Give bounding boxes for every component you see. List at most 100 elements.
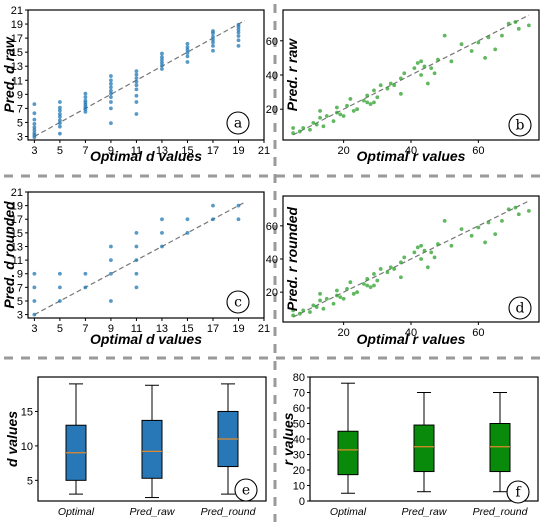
data-point bbox=[483, 240, 488, 245]
data-point bbox=[32, 271, 37, 276]
data-point bbox=[493, 47, 498, 52]
data-point bbox=[160, 67, 164, 71]
data-point bbox=[398, 91, 403, 96]
data-point bbox=[422, 64, 427, 69]
data-point bbox=[318, 115, 322, 120]
y-tick-label: 15 bbox=[21, 406, 33, 418]
x-tick-label: 9 bbox=[108, 145, 114, 157]
data-point bbox=[160, 51, 164, 56]
data-point bbox=[436, 242, 440, 246]
x-tick-label: 20 bbox=[338, 145, 350, 157]
data-point bbox=[526, 209, 531, 213]
data-point bbox=[513, 205, 518, 210]
data-point bbox=[378, 267, 383, 271]
data-point bbox=[402, 255, 407, 260]
y-tick-label: 9 bbox=[17, 269, 23, 281]
data-point bbox=[185, 60, 190, 64]
data-point bbox=[331, 301, 336, 306]
data-point bbox=[372, 100, 376, 105]
data-point bbox=[415, 61, 420, 65]
y-tick-label: 20 bbox=[266, 104, 278, 116]
data-point bbox=[334, 288, 339, 293]
category-label: Pred_raw bbox=[402, 506, 448, 518]
data-point bbox=[57, 121, 62, 126]
x-tick-label: 60 bbox=[472, 327, 484, 339]
panel-f: Optimal Pred_raw Pred_round 0 10 20 30 40 50 60 70… bbox=[280, 372, 539, 518]
data-point bbox=[334, 105, 339, 110]
data-point bbox=[134, 244, 139, 249]
data-point bbox=[291, 313, 296, 318]
data-point bbox=[236, 34, 241, 38]
x-tick-label: 3 bbox=[31, 323, 37, 335]
data-point bbox=[134, 271, 139, 276]
data-point bbox=[32, 121, 37, 126]
data-point bbox=[211, 43, 215, 48]
data-point bbox=[338, 295, 343, 300]
iqr-box bbox=[489, 423, 511, 473]
data-point bbox=[57, 299, 62, 303]
data-point bbox=[134, 93, 139, 98]
x-tick-label: 7 bbox=[82, 323, 88, 335]
data-point bbox=[109, 271, 113, 276]
panels: 3 5 7 9 11 13 15 17 19 213579111315171921Optimal … bbox=[1, 5, 540, 518]
data-point bbox=[372, 272, 376, 276]
data-point bbox=[355, 107, 360, 112]
data-point bbox=[109, 95, 113, 100]
panel-badge bbox=[226, 290, 250, 314]
y-tick-label: 60 bbox=[266, 221, 278, 233]
y-axis-label: r values bbox=[280, 412, 296, 465]
data-point bbox=[365, 93, 370, 98]
x-tick-label: 60 bbox=[472, 145, 484, 157]
category-label: Pred_raw bbox=[130, 506, 176, 518]
data-point bbox=[355, 290, 360, 295]
data-point bbox=[392, 267, 397, 271]
data-point bbox=[134, 87, 139, 92]
data-point bbox=[348, 97, 353, 101]
data-point bbox=[109, 121, 113, 126]
data-point bbox=[109, 85, 113, 90]
identity-line bbox=[292, 14, 530, 136]
x-tick-label: 13 bbox=[156, 323, 168, 335]
box-pred-raw bbox=[413, 392, 435, 493]
data-point bbox=[134, 230, 139, 235]
data-point bbox=[500, 218, 504, 223]
data-point bbox=[134, 100, 139, 104]
panel-badge-label: f bbox=[515, 485, 522, 501]
data-point bbox=[506, 207, 511, 212]
data-point bbox=[160, 217, 164, 222]
panel-badge-label: b bbox=[516, 118, 525, 134]
y-tick-label: 17 bbox=[11, 33, 23, 45]
data-point bbox=[500, 33, 504, 38]
data-point bbox=[398, 260, 403, 265]
data-point bbox=[372, 88, 376, 93]
y-tick-label: 11 bbox=[12, 75, 23, 87]
y-tick-label: 21 bbox=[11, 5, 23, 17]
x-tick-label: 21 bbox=[258, 323, 270, 335]
data-point bbox=[185, 41, 190, 46]
data-point bbox=[211, 29, 215, 33]
y-tick-label: 7 bbox=[17, 282, 23, 294]
iqr-box bbox=[413, 424, 435, 473]
data-point bbox=[419, 73, 424, 77]
data-point bbox=[402, 71, 407, 76]
data-point bbox=[236, 217, 241, 222]
data-point bbox=[318, 291, 322, 296]
box-optimal bbox=[337, 382, 359, 494]
x-tick-label: 17 bbox=[207, 145, 219, 157]
data-point bbox=[109, 81, 113, 86]
data-point bbox=[160, 230, 164, 235]
data-point bbox=[469, 233, 474, 238]
data-point bbox=[526, 23, 531, 28]
y-axis-label: d values bbox=[4, 411, 20, 467]
y-tick-label: 20 bbox=[266, 287, 278, 299]
data-point bbox=[311, 120, 316, 125]
y-tick-label: 3 bbox=[17, 131, 23, 143]
y-tick-label: 50 bbox=[293, 419, 305, 431]
data-point bbox=[372, 283, 376, 288]
data-point bbox=[361, 98, 366, 103]
data-point bbox=[57, 100, 62, 104]
data-point bbox=[185, 48, 190, 52]
y-axis-label: Pred. d raw bbox=[1, 36, 17, 113]
category-label: Pred_round bbox=[201, 506, 257, 518]
data-point bbox=[308, 310, 312, 314]
